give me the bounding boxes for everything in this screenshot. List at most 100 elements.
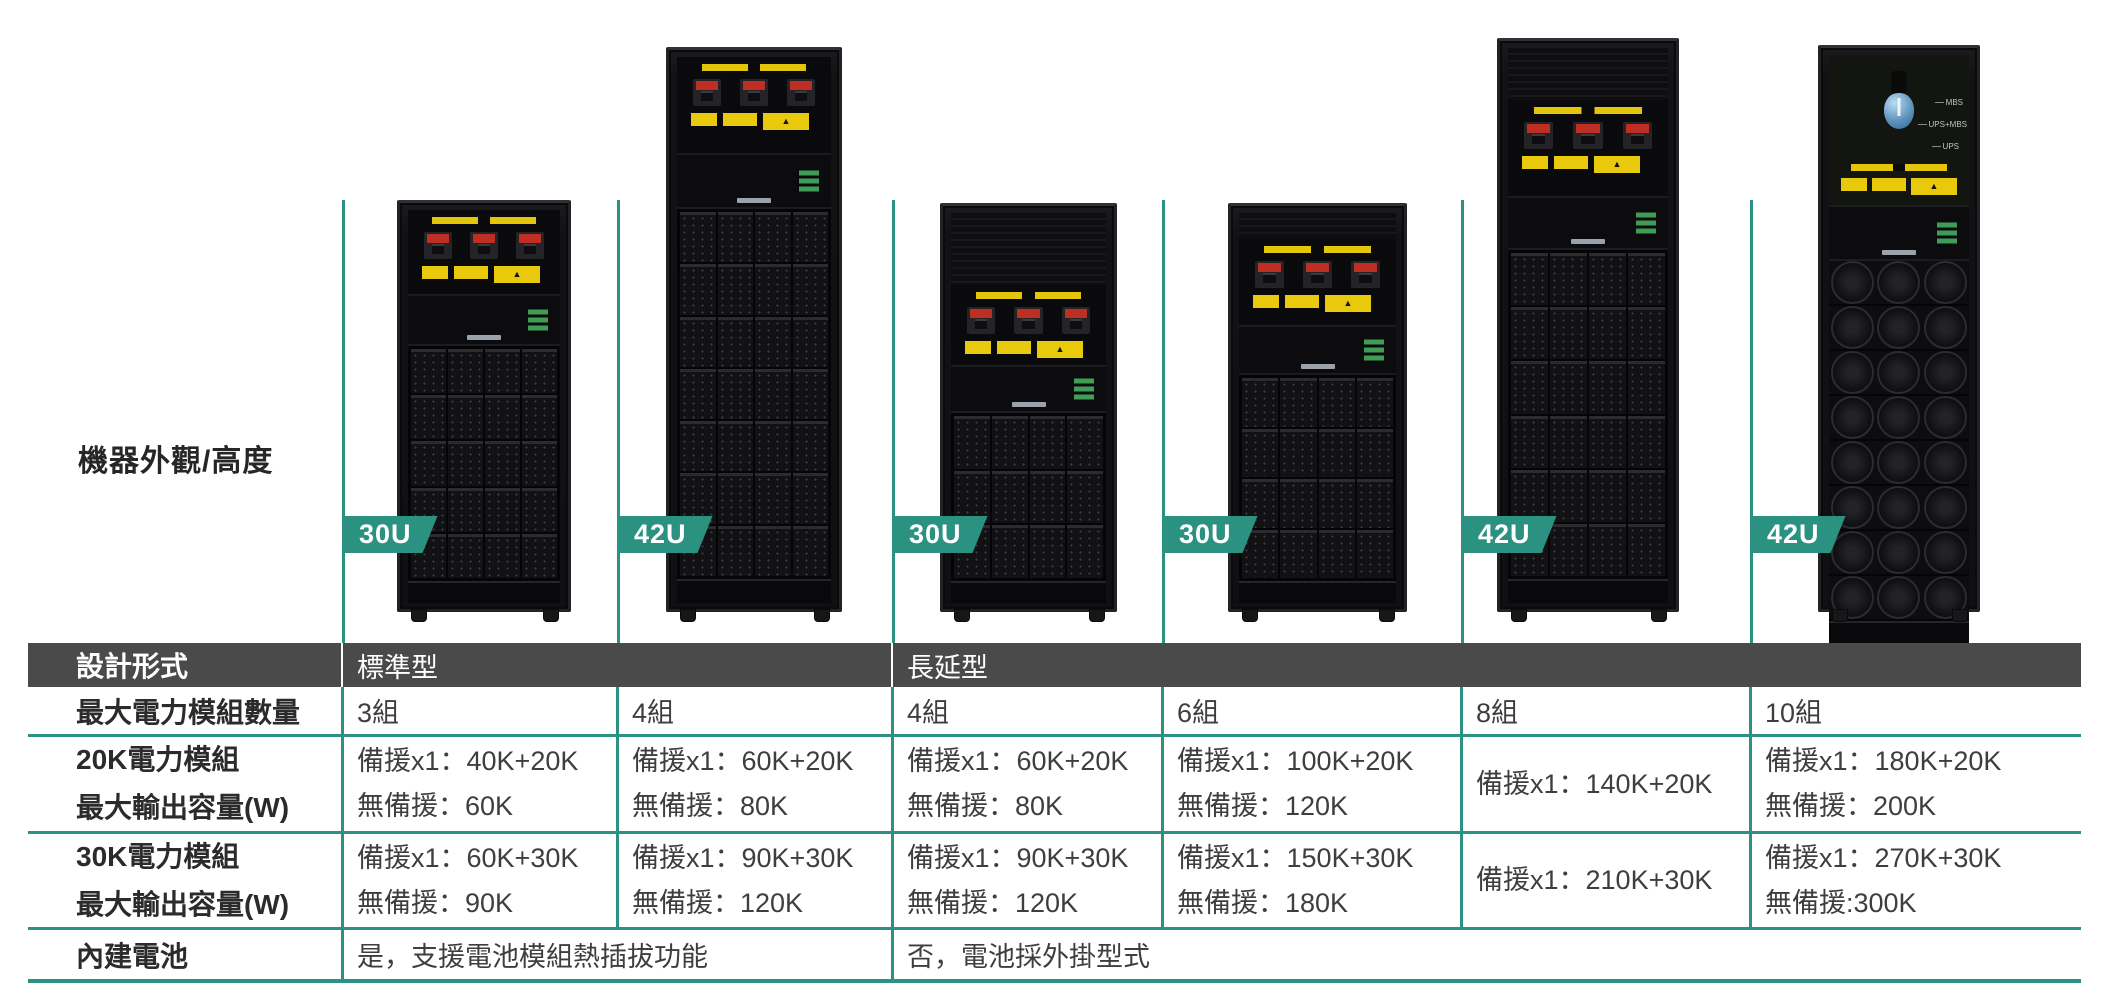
design-type-standard: 標準型	[342, 643, 892, 687]
fan-grille	[1924, 396, 1968, 439]
power-module	[1356, 529, 1393, 578]
power-module	[1356, 479, 1393, 528]
breaker-switch	[1573, 122, 1603, 149]
warning-strip	[1264, 246, 1371, 253]
power-module	[755, 264, 791, 315]
cabinet-base	[951, 581, 1106, 603]
fan-module-bay	[1829, 261, 1969, 621]
cabinet-base	[1508, 579, 1668, 603]
power-module	[485, 395, 520, 440]
appearance-height-caption: 機器外觀/高度	[78, 445, 274, 478]
column-divider-line	[892, 200, 895, 643]
non-redundant-value: 無備援：80K	[632, 791, 789, 821]
power-module	[1242, 378, 1279, 427]
fan-grille	[1924, 441, 1968, 484]
controller-module	[1239, 325, 1396, 375]
power-module	[1280, 479, 1317, 528]
power-module	[1628, 469, 1665, 522]
fan-grille	[1877, 351, 1921, 394]
power-module	[717, 316, 753, 367]
controller-module	[408, 294, 560, 346]
non-redundant-value: 無備援：90K	[357, 887, 514, 918]
capacity-20k-cell: 備援x1：180K+20K 無備援：200K	[1750, 737, 2081, 831]
warning-strip	[1533, 107, 1643, 114]
rack-image-6: MBS UPS+MBS UPS ▲	[1818, 45, 1980, 645]
power-module	[717, 421, 753, 472]
cabinet-base	[408, 581, 560, 603]
power-module	[485, 533, 520, 578]
warning-triangle-label: ▲	[1037, 341, 1083, 358]
power-module-bay	[951, 413, 1106, 581]
breaker-switch	[424, 232, 452, 259]
row-header-line2: 最大輸出容量(W)	[76, 792, 290, 823]
power-module	[1318, 479, 1355, 528]
capacity-30k-cell: 備援x1：90K+30K 無備援：120K	[617, 834, 892, 927]
connector-port	[1571, 239, 1605, 244]
column-divider-line	[1162, 200, 1165, 643]
power-module	[755, 212, 791, 263]
fan-grille	[1877, 396, 1921, 439]
redundant-value: 備援x1：150K+30K	[1177, 842, 1414, 873]
capacity-30k-cell: 備援x1：90K+30K 無備援：120K	[892, 834, 1162, 927]
capacity-20k-cell: 備援x1：60K+20K 無備援：80K	[617, 737, 892, 831]
power-module	[522, 395, 557, 440]
height-badge-42u: 42U	[1750, 516, 1846, 553]
power-module	[717, 264, 753, 315]
table-column-rule	[616, 687, 619, 927]
column-divider-line	[1750, 200, 1753, 643]
caster-wheel	[1651, 609, 1667, 622]
power-module	[485, 487, 520, 532]
power-module	[680, 421, 716, 472]
breaker-switch	[1255, 261, 1284, 288]
power-module	[1589, 523, 1626, 576]
power-module	[991, 470, 1028, 524]
power-module	[1318, 529, 1355, 578]
table-column-rule	[1161, 687, 1164, 927]
power-module	[411, 395, 446, 440]
warning-strip	[701, 64, 807, 71]
warning-triangle-label: ▲	[1911, 178, 1957, 195]
power-module	[1589, 253, 1626, 306]
warning-triangle-label: ▲	[494, 266, 540, 283]
rack-image-3: ▲	[940, 203, 1117, 612]
table-rule	[28, 831, 2081, 834]
power-module	[1628, 361, 1665, 414]
fan-grille	[1830, 261, 1874, 304]
table-column-rule	[341, 687, 344, 979]
caution-label	[1522, 156, 1548, 169]
fan-grille	[1924, 306, 1968, 349]
redundant-value: 備援x1：90K+30K	[632, 842, 854, 873]
power-module	[1550, 253, 1587, 306]
height-badge-30u: 30U	[1162, 516, 1258, 553]
fan-grille	[1877, 306, 1921, 349]
power-module	[755, 316, 791, 367]
power-module	[448, 441, 483, 486]
fan-grille	[1924, 486, 1968, 529]
column-divider-line	[617, 200, 620, 643]
controller-module	[1829, 205, 1969, 261]
warning-strip	[432, 217, 536, 224]
controller-module	[1508, 196, 1668, 250]
controller-module	[951, 365, 1106, 413]
fan-grille	[1924, 261, 1968, 304]
power-module	[1511, 253, 1548, 306]
power-module	[522, 533, 557, 578]
power-module	[680, 368, 716, 420]
warning-triangle-label: ▲	[1594, 156, 1640, 173]
redundant-value: 備援x1：60K+30K	[357, 842, 579, 873]
capacity-20k-cell: 備援x1：140K+20K	[1461, 737, 1750, 831]
breaker-switch	[1303, 261, 1332, 288]
row-header-design-type: 設計形式	[28, 643, 342, 687]
caster-wheel	[1379, 609, 1395, 622]
warning-triangle-label: ▲	[763, 113, 809, 130]
header-separator	[891, 643, 893, 687]
power-module	[792, 368, 828, 420]
power-module	[448, 487, 483, 532]
height-badge-30u: 30U	[342, 516, 438, 553]
power-module	[680, 264, 716, 315]
power-module	[755, 368, 791, 420]
redundant-value: 備援x1：210K+30K	[1476, 865, 1713, 895]
power-module	[1067, 525, 1103, 578]
cabinet-base	[1239, 581, 1396, 603]
capacity-20k-cell: 備援x1：100K+20K 無備援：120K	[1162, 737, 1461, 831]
